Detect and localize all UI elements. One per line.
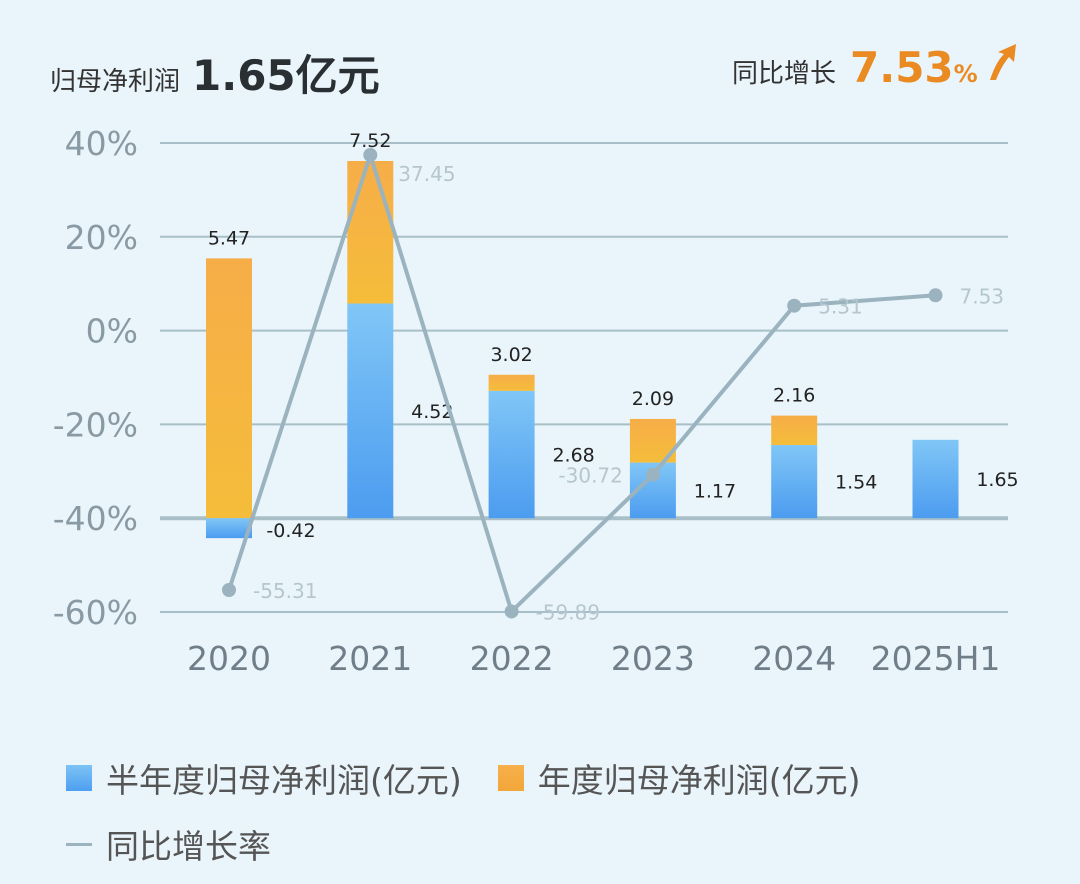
x-tick-label: 2022	[470, 639, 554, 678]
bar-annual-label: 2.09	[632, 388, 674, 410]
growth-point	[928, 288, 943, 303]
growth-point	[504, 604, 519, 619]
y-tick-label: -60%	[53, 593, 138, 632]
bar-annual	[206, 258, 252, 519]
bar-half-year-label: 1.54	[835, 472, 877, 494]
legend-annual: 年度归母净利润(亿元)	[537, 761, 861, 800]
bar-half-year	[206, 518, 252, 539]
bar-annual-label: 7.52	[349, 130, 391, 152]
profit-header: 归母净利润 1.65亿元	[50, 42, 380, 103]
legend-half-year: 半年度归母净利润(亿元)	[106, 761, 462, 800]
bar-half-year	[488, 390, 535, 519]
y-tick-label: 40%	[65, 124, 138, 163]
x-tick-label: 2024	[752, 639, 836, 678]
legend-line: 同比增长率	[106, 827, 271, 866]
x-tick-label: 2025H1	[871, 639, 1001, 678]
bar-half-year	[771, 445, 818, 519]
growth-header: 同比增长 7.53 %	[732, 42, 1020, 92]
bar-half-year	[912, 439, 959, 519]
bar-annual-label: 3.02	[490, 344, 532, 366]
bar-half-year	[347, 303, 394, 519]
legend-line-swatch	[66, 842, 92, 846]
bar-annual	[347, 161, 394, 304]
x-tick-label: 2021	[328, 639, 412, 678]
legend: 半年度归母净利润(亿元) 年度归母净利润(亿元) 同比增长率	[66, 752, 861, 884]
y-tick-label: -40%	[53, 499, 138, 538]
growth-label: 37.45	[398, 162, 455, 186]
growth-point	[645, 467, 660, 482]
growth-point	[363, 147, 378, 162]
growth-label: -59.89	[536, 600, 600, 624]
growth-label: -55.31	[253, 579, 317, 603]
growth-unit: %	[953, 60, 978, 88]
profit-label: 归母净利润	[50, 67, 181, 97]
x-tick-label: 2020	[187, 639, 271, 678]
bar-annual-label: 5.47	[208, 227, 250, 249]
growth-label: 7.53	[960, 284, 1005, 308]
legend-half-year-swatch	[66, 765, 92, 791]
growth-label: -30.72	[558, 464, 622, 488]
growth-line	[227, 148, 936, 616]
y-tick-label: 0%	[86, 312, 138, 351]
growth-point	[787, 298, 802, 313]
bar-half-year-label: 1.17	[694, 480, 736, 502]
legend-annual-swatch	[497, 765, 524, 791]
x-tick-label: 2023	[611, 639, 695, 678]
arrow-up-icon	[984, 42, 1020, 86]
y-tick-label: 20%	[65, 218, 138, 257]
bar-annual-label: 2.16	[773, 385, 815, 407]
bar-half-year-label: 2.68	[552, 445, 594, 467]
growth-label: 同比增长	[732, 59, 837, 89]
bar-half-year-label: 1.65	[976, 469, 1018, 491]
bar-annual	[771, 415, 818, 446]
growth-point	[222, 583, 236, 598]
y-tick-label: -20%	[53, 405, 138, 444]
bar-half-year-label: -0.42	[266, 520, 315, 542]
chart: 40% 20% 0% -20% -40% -60% 5.47 -0.42 7.52 4.52 3.0…	[53, 124, 1019, 678]
growth-value: 7.53	[850, 43, 954, 92]
growth-label: 5.31	[818, 295, 863, 319]
profit-value: 1.65亿元	[192, 51, 380, 100]
bar-half-year-label: 4.52	[411, 401, 453, 423]
bar-annual	[488, 374, 535, 391]
